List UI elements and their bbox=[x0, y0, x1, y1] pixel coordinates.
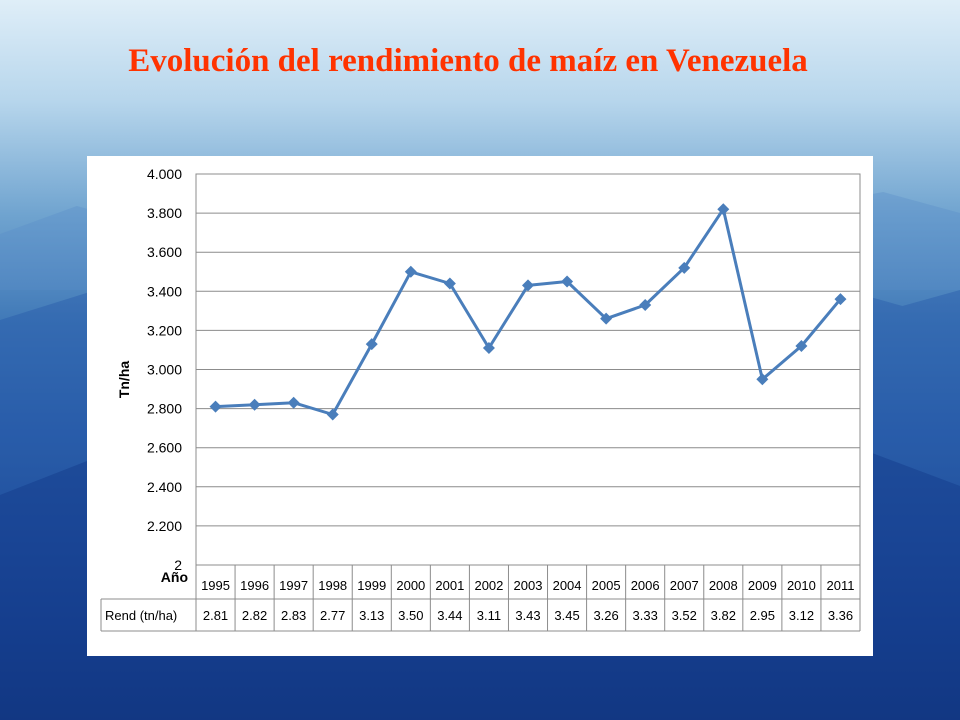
x-tick-label: 2007 bbox=[670, 578, 699, 593]
x-tick-label: 2006 bbox=[631, 578, 660, 593]
slide-title: Evolución del rendimiento de maíz en Ven… bbox=[128, 43, 808, 79]
data-point-marker bbox=[561, 275, 574, 288]
data-point-marker bbox=[639, 298, 652, 311]
y-tick-label: 3.800 bbox=[147, 205, 182, 221]
table-value-cell: 3.36 bbox=[828, 608, 853, 623]
table-value-cell: 3.45 bbox=[554, 608, 579, 623]
x-tick-label: 2002 bbox=[474, 578, 503, 593]
y-tick-label: 2.400 bbox=[147, 479, 182, 495]
table-row-label: Rend (tn/ha) bbox=[105, 608, 177, 623]
table-value-cell: 2.81 bbox=[203, 608, 228, 623]
table-value-cell: 3.33 bbox=[633, 608, 658, 623]
data-point-marker bbox=[287, 396, 300, 409]
table-value-cell: 3.82 bbox=[711, 608, 736, 623]
chart-panel: 2 2.200 2.400 2.600 2.800 3.000 3.200 3.400 3.60… bbox=[87, 156, 873, 656]
y-tick-label: 3.000 bbox=[147, 362, 182, 378]
table-value-cell: 3.26 bbox=[593, 608, 618, 623]
x-tick-label: 2009 bbox=[748, 578, 777, 593]
x-tick-label: 2011 bbox=[826, 578, 854, 593]
data-point-marker bbox=[404, 265, 417, 278]
y-tick-label: 3.400 bbox=[147, 283, 182, 299]
table-value-cell: 2.77 bbox=[320, 608, 345, 623]
x-tick-label: 1998 bbox=[318, 578, 347, 593]
x-tick-label: 2004 bbox=[553, 578, 582, 593]
x-tick-label: 2003 bbox=[514, 578, 543, 593]
data-point-marker bbox=[443, 277, 456, 290]
data-point-marker bbox=[600, 312, 613, 325]
y-tick-label: 2.800 bbox=[147, 401, 182, 417]
table-value-cell: 2.95 bbox=[750, 608, 775, 623]
data-point-marker bbox=[834, 293, 847, 306]
x-tick-label: 1999 bbox=[357, 578, 386, 593]
y-tick-label: 2 bbox=[174, 557, 182, 573]
data-point-marker bbox=[717, 203, 730, 216]
x-tick-label: 2010 bbox=[787, 578, 816, 593]
y-axis-label: Tn/ha bbox=[116, 361, 132, 399]
data-point-marker bbox=[326, 408, 339, 421]
y-tick-label: 2.200 bbox=[147, 518, 182, 534]
table-value-cell: 3.52 bbox=[672, 608, 697, 623]
table-value-cell: 3.13 bbox=[359, 608, 384, 623]
data-point-marker bbox=[522, 279, 534, 292]
table-value-cell: 2.82 bbox=[242, 608, 267, 623]
y-tick-label: 3.200 bbox=[147, 322, 182, 338]
x-tick-label: 2008 bbox=[709, 578, 738, 593]
table-value-cell: 3.44 bbox=[437, 608, 462, 623]
y-tick-label: 4.000 bbox=[147, 166, 182, 182]
yield-line-chart: 2 2.200 2.400 2.600 2.800 3.000 3.200 3.400 3.60… bbox=[100, 166, 861, 632]
x-axis-header: Año bbox=[161, 569, 188, 585]
plot-frame bbox=[195, 173, 861, 566]
data-point-marker bbox=[365, 338, 378, 351]
x-tick-label: 2001 bbox=[435, 578, 464, 593]
x-tick-label: 1997 bbox=[279, 578, 308, 593]
series-line bbox=[215, 207, 842, 416]
table-value-cell: 3.43 bbox=[515, 608, 540, 623]
table-value-cell: 3.50 bbox=[398, 608, 423, 623]
x-tick-label: 2005 bbox=[592, 578, 621, 593]
table-value-cell: 3.12 bbox=[789, 608, 814, 623]
x-tick-label: 2000 bbox=[396, 578, 425, 593]
y-tick-label: 3.600 bbox=[147, 244, 182, 260]
table-value-cell: 3.11 bbox=[477, 608, 501, 623]
table-value-cell: 2.83 bbox=[281, 608, 306, 623]
x-tick-label: 1995 bbox=[201, 578, 230, 593]
data-point-marker bbox=[248, 398, 261, 411]
data-point-marker bbox=[795, 340, 808, 353]
x-tick-label: 1996 bbox=[240, 578, 269, 593]
data-point-marker bbox=[756, 373, 769, 386]
data-point-marker bbox=[678, 261, 691, 274]
data-point-marker bbox=[209, 400, 222, 413]
y-tick-label: 2.600 bbox=[147, 440, 182, 456]
data-point-marker bbox=[482, 341, 495, 354]
